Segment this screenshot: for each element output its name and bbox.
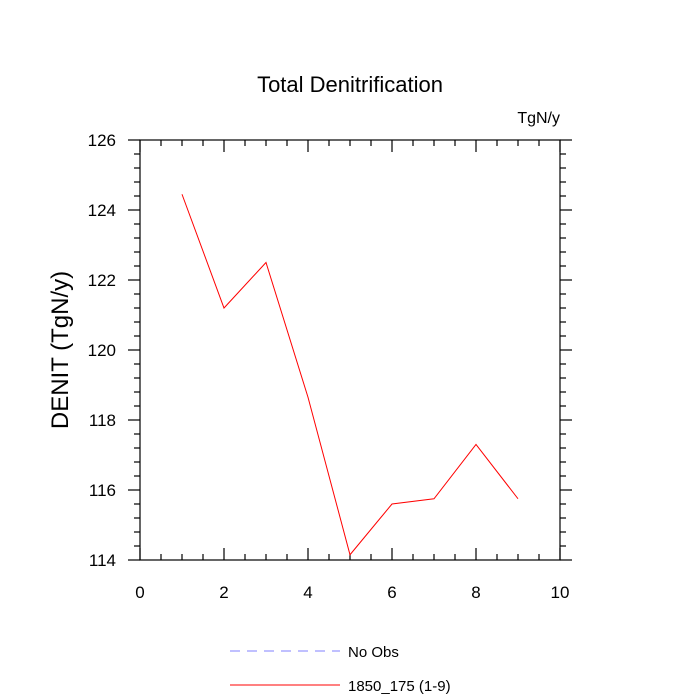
x-tick-label: 6	[387, 583, 396, 602]
y-tick-labels: 114 116 118 120 122 124 126	[88, 131, 116, 570]
y-tick-label: 120	[88, 341, 116, 360]
y-tick-label: 114	[89, 551, 116, 570]
y-tick-label: 122	[88, 271, 116, 290]
x-tick-label: 0	[135, 583, 144, 602]
x-tick-labels: 0 2 4 6 8 10	[135, 583, 569, 602]
plot-frame	[139, 139, 561, 561]
series-lines	[181, 194, 519, 556]
x-tick-label: 2	[219, 583, 228, 602]
units-label: TgN/y	[517, 110, 560, 127]
y-tick-label: 124	[88, 201, 116, 220]
y-tick-label: 116	[89, 481, 116, 500]
x-tick-label: 8	[471, 583, 480, 602]
x-tick-label: 10	[551, 583, 570, 602]
legend-label-1850-175: 1850_175 (1-9)	[348, 678, 451, 695]
chart-title: Total Denitrification	[257, 72, 443, 97]
legend: No Obs 1850_175 (1-9)	[230, 644, 451, 695]
series-line	[181, 194, 519, 556]
y-tick-label: 126	[88, 131, 116, 150]
axis-ticks	[128, 139, 572, 561]
legend-label-no-obs: No Obs	[348, 644, 399, 661]
y-axis-label: DENIT (TgN/y)	[47, 271, 74, 429]
x-tick-label: 4	[303, 583, 312, 602]
y-tick-label: 118	[89, 411, 116, 430]
